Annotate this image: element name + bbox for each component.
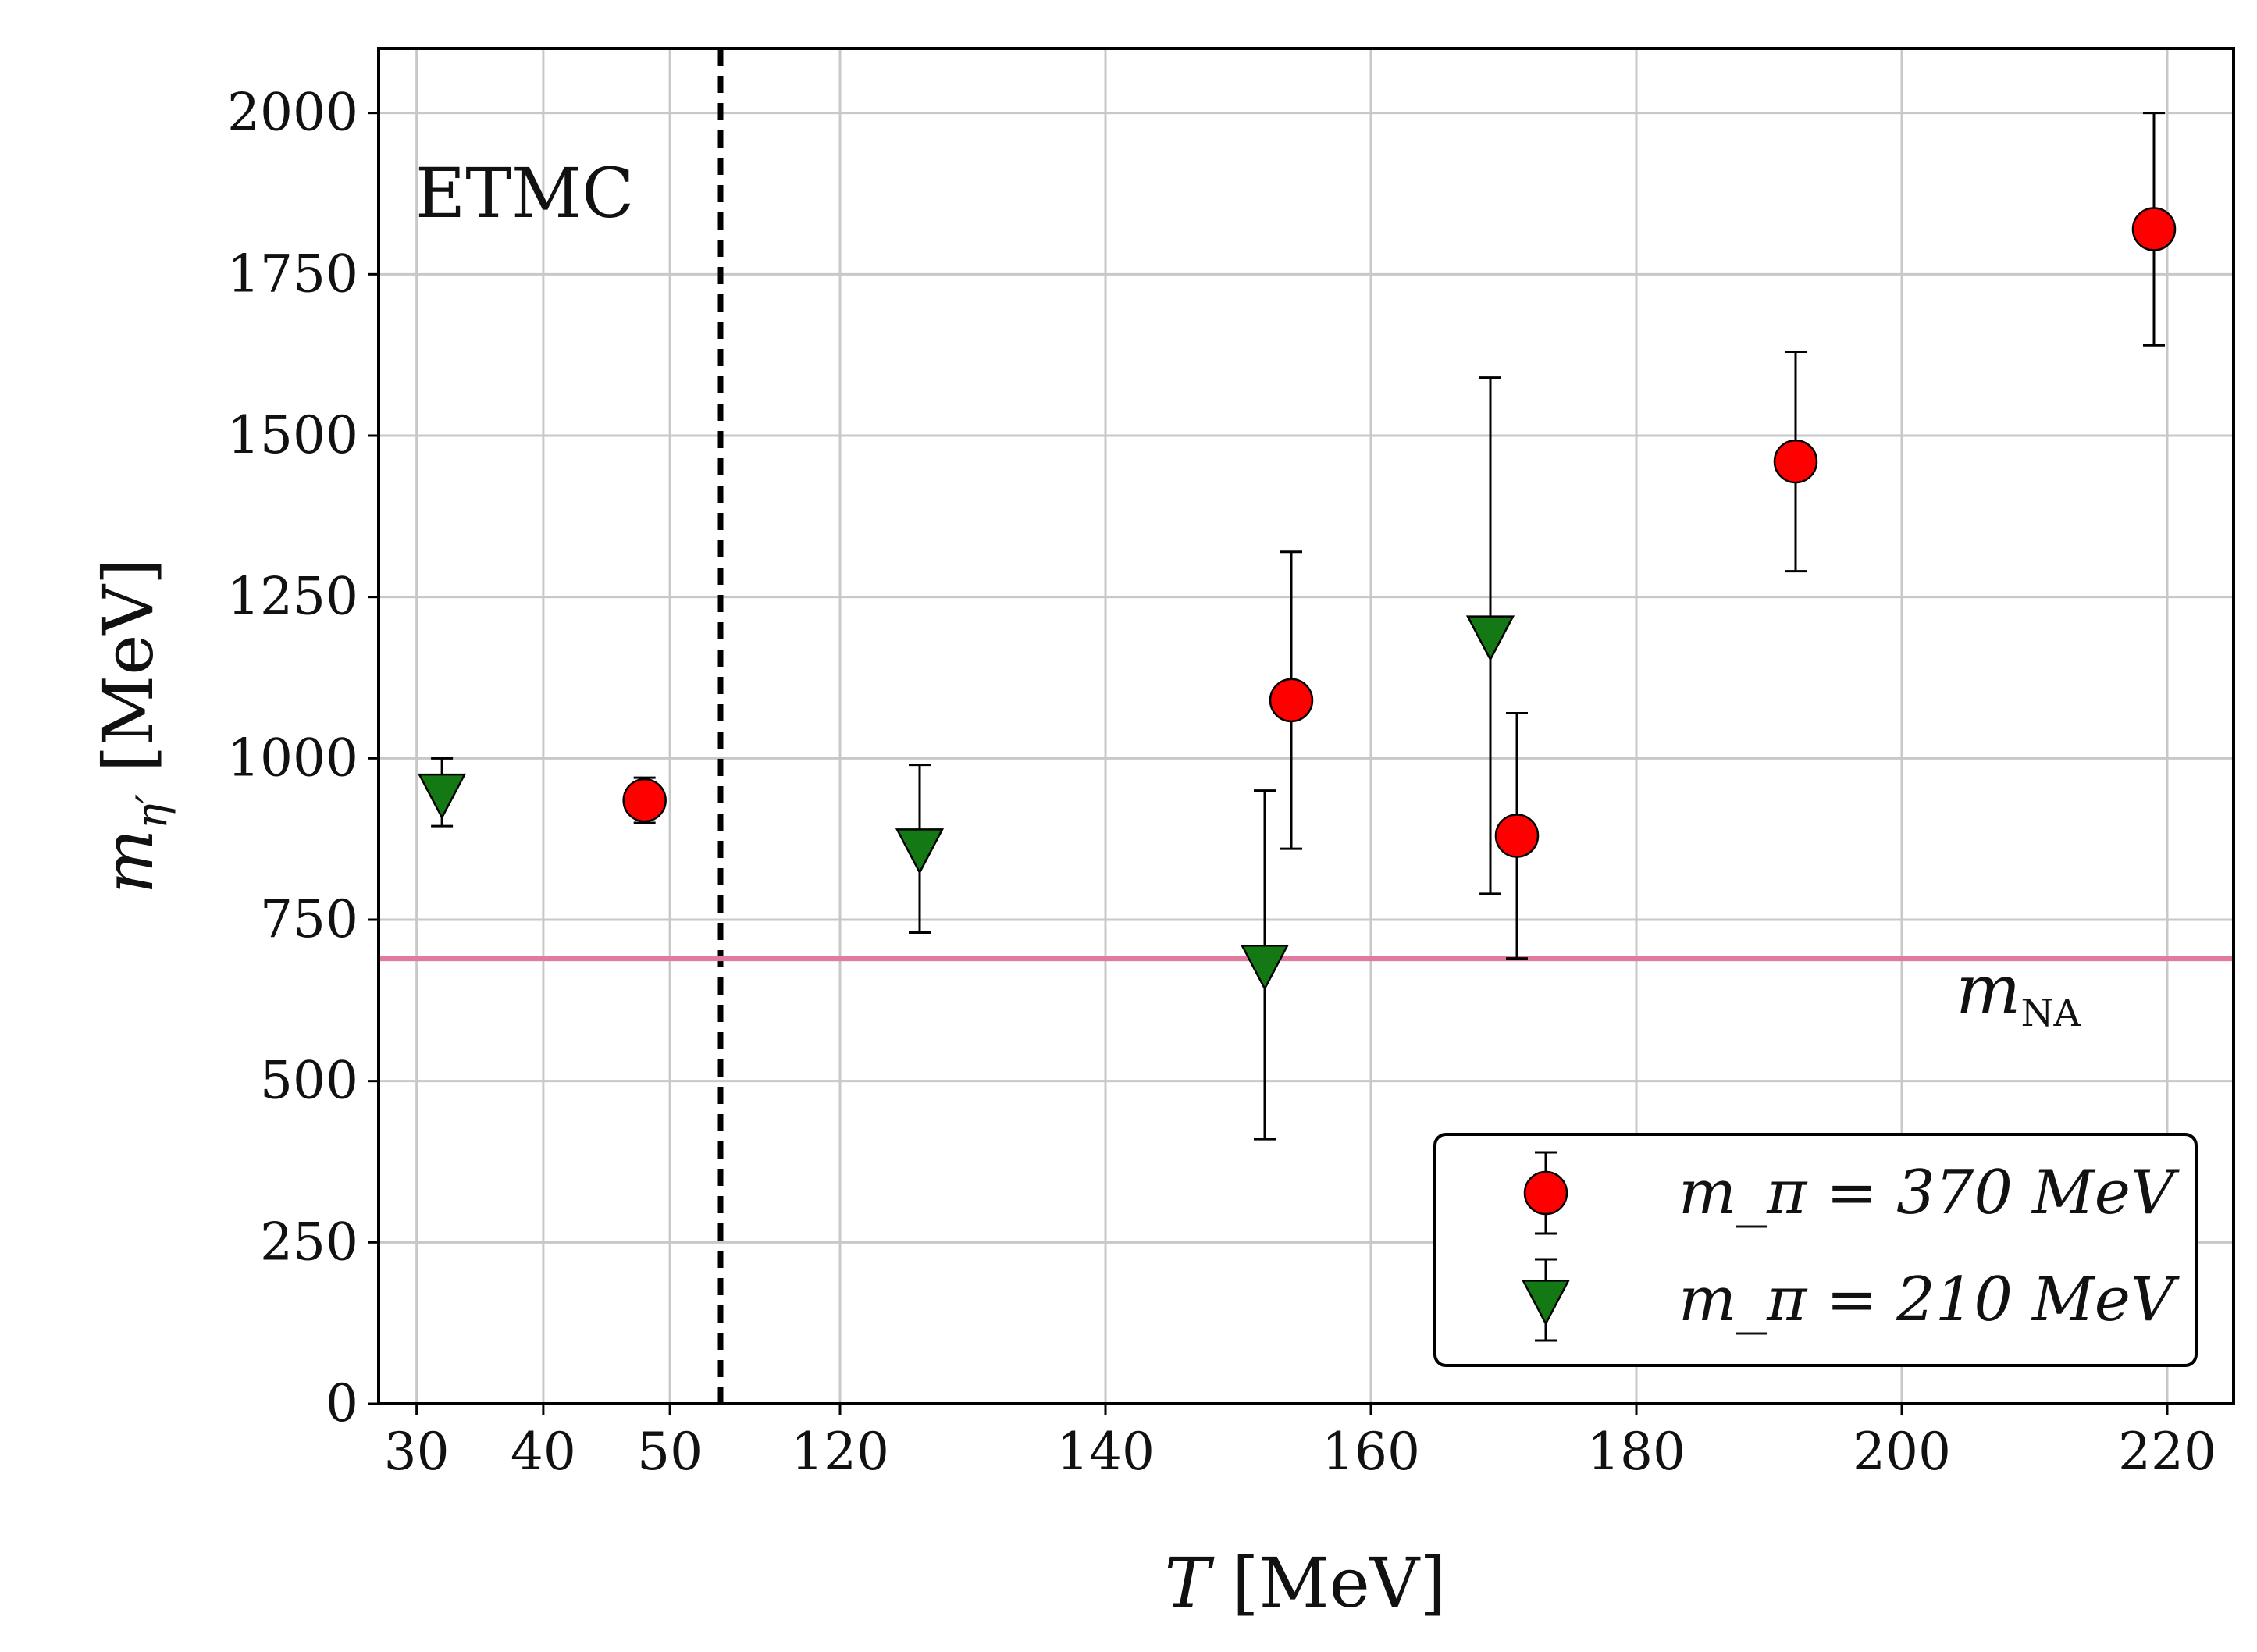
x-axis-label: T [MeV] [1164,1543,1446,1623]
data-point-210 [418,773,467,820]
reference-layer [379,48,2234,1404]
tick-layer: 0 250 500 750 1000 1250 1500 1750 2000 30 40 50 120 1… [227,83,2216,1482]
x-tick-label: 220 [2118,1422,2216,1482]
y-tick-label: 1250 [227,567,358,627]
y-tick-label: 750 [260,889,358,949]
legend-box [1433,1133,2198,1367]
y-tick-label: 1000 [227,728,358,788]
data-layer [418,112,2177,1141]
data-point-370 [1269,678,1314,723]
x-tick-label: 30 [384,1422,450,1482]
x-tick-label: 180 [1587,1422,1686,1482]
ref-line-label: mNA [1956,949,2081,1035]
legend-entries: m_π = 370 MeV m_π = 210 MeV [1521,1151,2180,1342]
legend-marker-triangle [1521,1280,1571,1326]
data-point-370 [1773,439,1818,484]
x-tick-label: 120 [791,1422,889,1482]
grid-layer [379,48,2234,1404]
y-tick-label: 0 [326,1373,358,1433]
y-tick-label: 1500 [227,405,358,465]
y-tick-label: 1750 [227,244,358,304]
x-tick-label: 140 [1056,1422,1155,1482]
etmc-annotation: ETMC [415,153,634,233]
y-tick-label: 250 [260,1212,358,1272]
x-tick-label: 200 [1853,1422,1951,1482]
legend-marker-circle [1523,1170,1568,1216]
data-point-210 [1240,944,1290,992]
data-point-370 [1494,814,1540,858]
y-tick-label: 2000 [227,83,358,143]
x-tick-label: 40 [511,1422,576,1482]
x-tick-label: 160 [1322,1422,1420,1482]
y-axis-label: mη′ [MeV] [88,558,176,894]
x-tick-label: 50 [637,1422,703,1482]
data-point-370 [2131,207,2177,251]
legend-label: m_π = 210 MeV [1679,1265,2180,1335]
data-point-210 [1465,615,1515,662]
data-point-210 [895,828,945,875]
legend: m_π = 370 MeV m_π = 210 MeV [1433,1133,2198,1367]
y-tick-label: 500 [260,1051,358,1111]
data-point-370 [622,778,667,823]
legend-label: m_π = 370 MeV [1679,1158,2180,1228]
plot-frame [377,47,2235,1405]
